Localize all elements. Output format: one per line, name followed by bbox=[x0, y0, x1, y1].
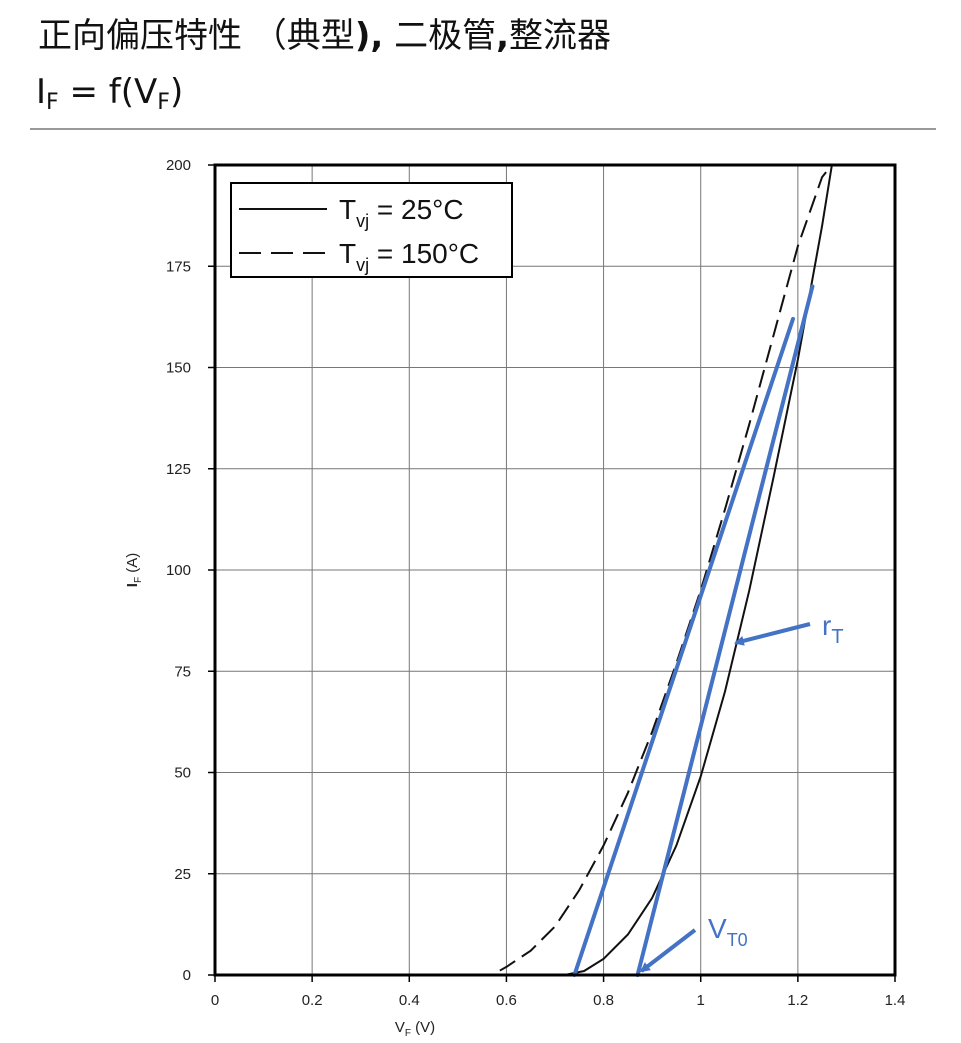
annotations: rT VT0 bbox=[639, 610, 844, 973]
grid-lines bbox=[214, 164, 896, 976]
x-tick-label-3: 0.6 bbox=[496, 992, 517, 1009]
subtitle-base: I bbox=[36, 72, 47, 112]
page-title: 正向偏压特性 （典型), 二极管,整流器 bbox=[38, 14, 611, 58]
y-tick-label-7: 175 bbox=[166, 258, 191, 275]
x-tick-label-6: 1.2 bbox=[787, 992, 808, 1009]
title-tail-text: 整流器 bbox=[509, 16, 612, 56]
y-tick-label-1: 25 bbox=[174, 866, 191, 883]
annotation-arrow-rt bbox=[733, 622, 811, 646]
title-paren-text: ), bbox=[354, 16, 384, 56]
tangent-group bbox=[572, 284, 815, 977]
tangent-line-0 bbox=[572, 316, 795, 977]
annotation-arrow-vt0 bbox=[639, 928, 697, 973]
title-comma-text: , bbox=[496, 16, 510, 56]
legend-box bbox=[230, 182, 513, 278]
subtitle-mid: = f(V bbox=[58, 72, 158, 112]
y-tick-label-8: 200 bbox=[166, 157, 191, 174]
series-group bbox=[215, 165, 833, 975]
x-tick-label-0: 0 bbox=[211, 992, 219, 1009]
x-tick-label-4: 0.8 bbox=[593, 992, 614, 1009]
subtitle-sub2: F bbox=[157, 90, 170, 115]
subtitle-end: ) bbox=[169, 72, 184, 112]
series-line-0 bbox=[215, 165, 833, 975]
page-subtitle: IF = f(VF) bbox=[36, 70, 183, 125]
annotation-label-rt: rT bbox=[822, 610, 844, 648]
y-tick-label-3: 75 bbox=[174, 663, 191, 680]
title-divider bbox=[30, 128, 936, 130]
x-tick-label-1: 0.2 bbox=[302, 992, 323, 1009]
legend-label-150c: Tvj = 150°C bbox=[339, 238, 479, 275]
annotation-label-vt0: VT0 bbox=[708, 913, 748, 950]
x-tick-label-7: 1.4 bbox=[885, 992, 906, 1009]
y-tick-label-0: 0 bbox=[183, 967, 191, 984]
title-rest-text: 二极管 bbox=[383, 16, 497, 56]
tick-labels: 0 0.2 0.4 0.6 0.8 1 1.2 1.4 0 25 50 75 100 125 150 175 2… bbox=[166, 157, 905, 1009]
x-tick-label-2: 0.4 bbox=[399, 992, 420, 1009]
legend-label-25c: Tvj = 25°C bbox=[339, 194, 464, 231]
y-tick-label-5: 125 bbox=[166, 461, 191, 478]
tangent-line-1 bbox=[635, 284, 815, 977]
y-tick-label-4: 100 bbox=[166, 562, 191, 579]
y-tick-label-2: 50 bbox=[174, 765, 191, 782]
x-tick-label-5: 1 bbox=[697, 992, 705, 1009]
subtitle-sub: F bbox=[46, 90, 59, 115]
y-tick-label-6: 150 bbox=[166, 360, 191, 377]
series-line-1 bbox=[215, 165, 833, 975]
x-axis-label: VF (V) bbox=[395, 1019, 435, 1039]
title-main-text: 正向偏压特性 （典型 bbox=[38, 16, 355, 56]
y-axis-label: IF (A) bbox=[124, 553, 144, 587]
legend: Tvj = 25°C Tvj = 150°C bbox=[230, 182, 513, 278]
